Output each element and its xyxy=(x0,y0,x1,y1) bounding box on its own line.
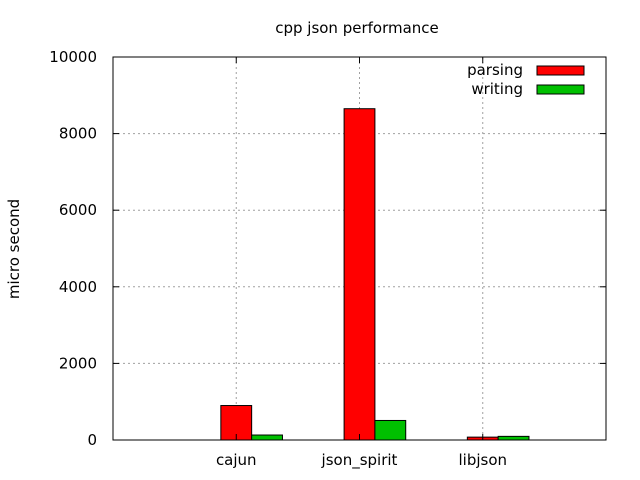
y-tick-label: 4000 xyxy=(59,278,97,296)
x-tick-labels: cajun json_spirit libjson xyxy=(216,451,507,470)
y-tick-label: 0 xyxy=(87,431,97,449)
legend-swatch-writing xyxy=(536,84,585,95)
y-tick-label: 2000 xyxy=(59,354,97,372)
bar-writing-libjson xyxy=(497,435,530,441)
y-tick-label: 10000 xyxy=(49,48,97,66)
chart-title: cpp json performance xyxy=(275,19,439,37)
y-axis-label: micro second xyxy=(5,199,23,299)
bar-writing-cajun xyxy=(251,434,283,441)
y-tick-label: 6000 xyxy=(59,201,97,219)
x-tick-label: cajun xyxy=(216,451,257,469)
x-tick-label: json_spirit xyxy=(321,451,398,470)
bar-writing-json_spirit xyxy=(374,419,407,441)
legend-swatch-parsing xyxy=(536,65,585,76)
bar-parsing-json_spirit xyxy=(343,108,376,441)
legend-label-parsing: parsing xyxy=(467,61,523,79)
y-tick-label: 8000 xyxy=(59,125,97,143)
legend-label-writing: writing xyxy=(471,80,523,98)
y-tick-labels: 0 2000 4000 6000 8000 10000 xyxy=(49,48,97,449)
plot-frame xyxy=(112,56,607,441)
x-tick-label: libjson xyxy=(458,451,507,469)
